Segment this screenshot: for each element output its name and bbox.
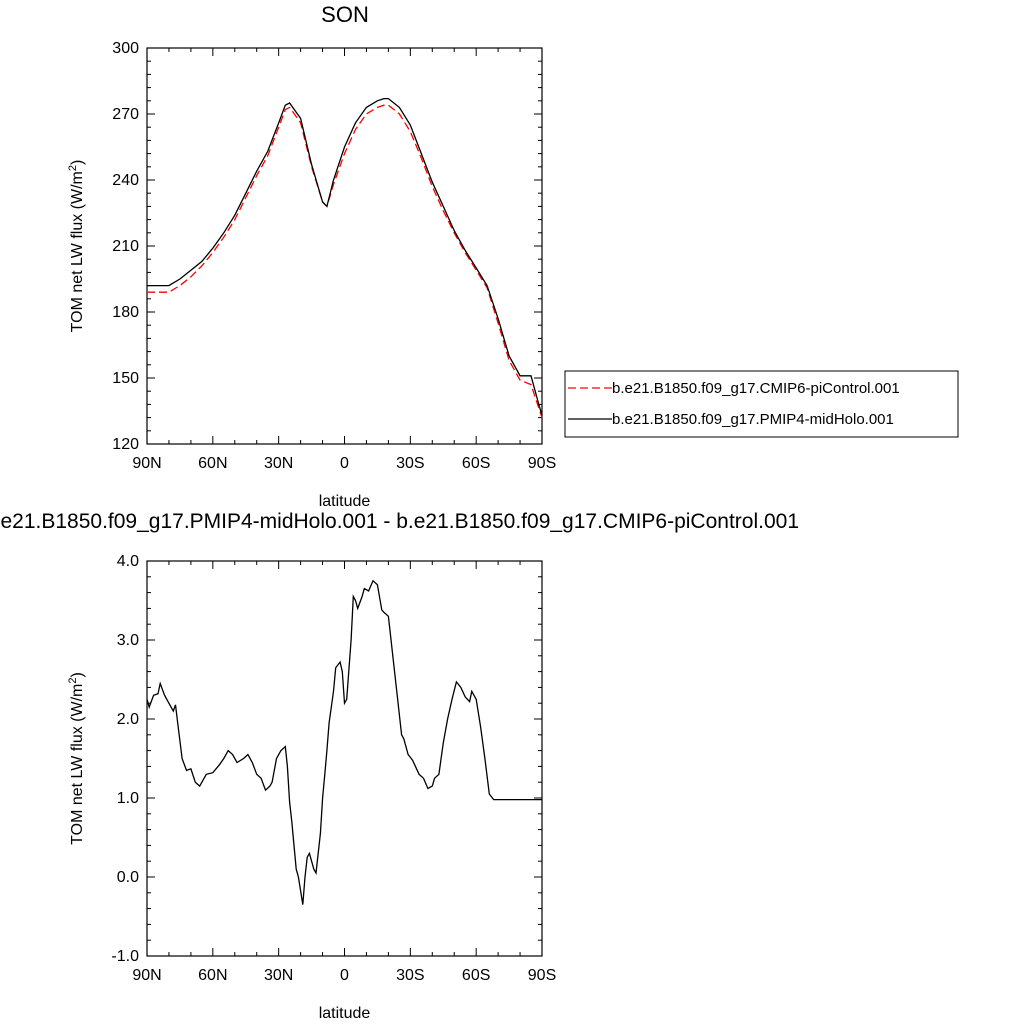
- x-tick-label: 30S: [396, 455, 424, 472]
- x-tick-label: 30N: [264, 967, 293, 984]
- y-tick-label: 4.0: [117, 553, 139, 570]
- legend-label-1: b.e21.B1850.f09_g17.CMIP6-piControl.001: [612, 380, 900, 397]
- legend: b.e21.B1850.f09_g17.CMIP6-piControl.001b…: [564, 370, 959, 438]
- y-tick-label: 1.0: [117, 790, 139, 807]
- y-tick-label: -1.0: [111, 948, 139, 965]
- chart-1: 90N 60N 30N 0 30S 60S 90S 120 150 180 210 240 270 300…: [67, 40, 959, 510]
- x-tick-label: 0: [340, 967, 349, 984]
- x-tick-label: 60N: [198, 967, 227, 984]
- y-axis-label: TOM net LW flux (W/m2): [67, 160, 86, 333]
- x-tick-label: 90N: [132, 455, 161, 472]
- y-tick-label: 300: [112, 40, 139, 57]
- x-tick-label: 60S: [462, 967, 490, 984]
- y-tick-label: 270: [112, 106, 139, 123]
- plot-frame: [146, 47, 543, 445]
- y-tick-label: 150: [112, 370, 139, 387]
- y-tick-label: 240: [112, 172, 139, 189]
- y-tick-label: 180: [112, 304, 139, 321]
- y-axis-label: TOM net LW flux (W/m2): [67, 672, 86, 845]
- x-axis-label: latitude: [319, 493, 371, 510]
- series-line-2: [147, 97, 543, 416]
- y-tick-label: 0.0: [117, 869, 139, 886]
- series-line-1: [146, 579, 542, 905]
- chart-2: 90N 60N 30N 0 30S 60S 90S -1.0 0.0 1.0 2.0 3.0 4.0 la…: [67, 553, 556, 1022]
- legend-label-2: b.e21.B1850.f09_g17.PMIP4-midHolo.001: [612, 411, 894, 428]
- x-tick-label: 90S: [528, 455, 556, 472]
- x-tick-label: 90S: [528, 967, 556, 984]
- x-tick-label: 60N: [198, 455, 227, 472]
- series-line-1: [147, 104, 543, 418]
- y-tick-label: 210: [112, 238, 139, 255]
- plot-frame: [146, 560, 543, 957]
- y-tick-label: 120: [112, 436, 139, 453]
- x-axis-label: latitude: [319, 1005, 371, 1022]
- x-tick-label: 30N: [264, 455, 293, 472]
- x-tick-label: 60S: [462, 455, 490, 472]
- y-tick-label: 3.0: [117, 632, 139, 649]
- legend-box: [564, 370, 959, 438]
- x-tick-label: 30S: [396, 967, 424, 984]
- x-tick-label: 0: [340, 455, 349, 472]
- y-tick-label: 2.0: [117, 711, 139, 728]
- x-tick-label: 90N: [132, 967, 161, 984]
- chart-title-top: SON: [321, 2, 369, 27]
- chart-title-bottom: b.e21.B1850.f09_g17.PMIP4-midHolo.001 - …: [0, 510, 800, 533]
